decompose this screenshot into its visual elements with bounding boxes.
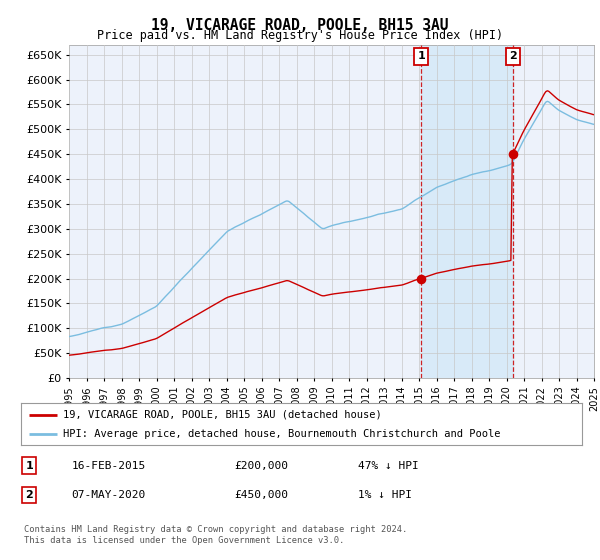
Text: 1: 1 [417,52,425,62]
Text: 47% ↓ HPI: 47% ↓ HPI [358,460,418,470]
Text: 19, VICARAGE ROAD, POOLE, BH15 3AU (detached house): 19, VICARAGE ROAD, POOLE, BH15 3AU (deta… [63,410,382,420]
Text: 2: 2 [509,52,517,62]
Text: 19, VICARAGE ROAD, POOLE, BH15 3AU: 19, VICARAGE ROAD, POOLE, BH15 3AU [151,18,449,33]
Bar [421,45,512,378]
Text: 16-FEB-2015: 16-FEB-2015 [71,460,146,470]
Text: £200,000: £200,000 [234,460,288,470]
Text: 1% ↓ HPI: 1% ↓ HPI [358,490,412,500]
Text: Price paid vs. HM Land Registry's House Price Index (HPI): Price paid vs. HM Land Registry's House … [97,29,503,42]
Point [508,150,517,158]
Text: 2: 2 [26,490,33,500]
Text: 07-MAY-2020: 07-MAY-2020 [71,490,146,500]
Text: 1: 1 [26,460,33,470]
Text: HPI: Average price, detached house, Bournemouth Christchurch and Poole: HPI: Average price, detached house, Bour… [63,430,500,439]
Text: £450,000: £450,000 [234,490,288,500]
Point [416,274,426,283]
Text: Contains HM Land Registry data © Crown copyright and database right 2024.
This d: Contains HM Land Registry data © Crown c… [24,525,407,545]
